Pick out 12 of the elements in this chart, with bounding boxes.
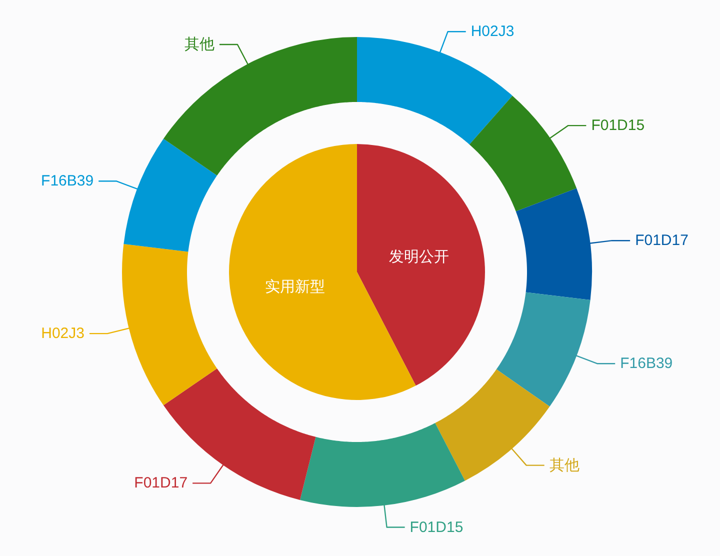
- slice-label: 其他: [549, 456, 580, 474]
- slice-label: F01D17: [134, 474, 188, 492]
- slice-label: F01D15: [591, 117, 645, 134]
- slice-label: 实用新型: [264, 278, 325, 296]
- slice-label: 其他: [184, 36, 214, 53]
- slice-label: 发明公开: [389, 248, 450, 266]
- slice-label: F16B39: [41, 172, 94, 190]
- slice-label: F16B39: [620, 355, 673, 372]
- slice-label: F01D15: [410, 518, 464, 536]
- slice-label: F01D17: [635, 232, 688, 250]
- slice-label: H02J3: [470, 23, 514, 40]
- slice-label: H02J3: [41, 325, 84, 342]
